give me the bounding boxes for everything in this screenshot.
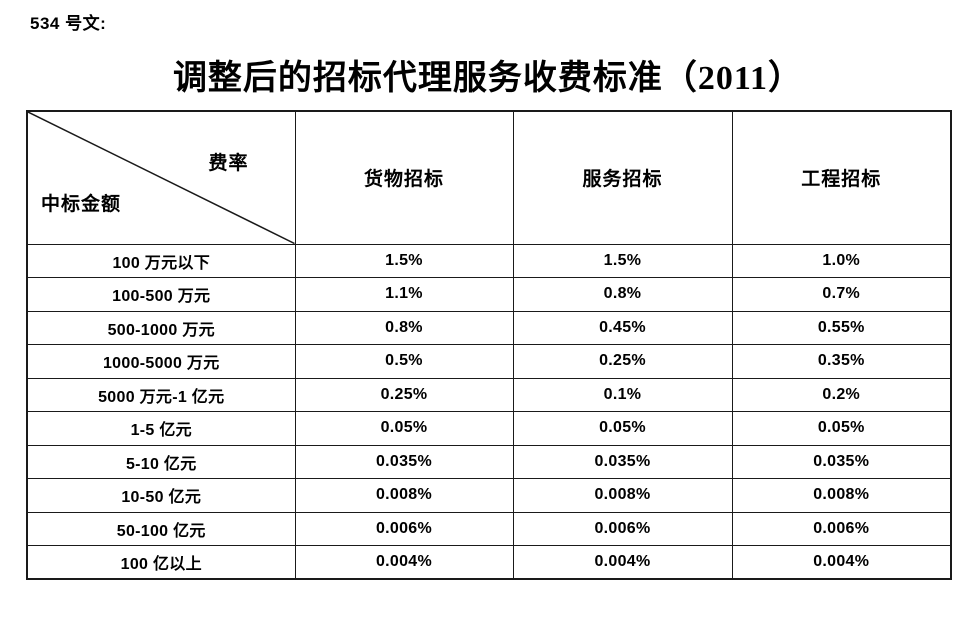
table-row: 10-50 亿元 0.008% 0.008% 0.008% xyxy=(26,478,952,513)
table-row: 5-10 亿元 0.035% 0.035% 0.035% xyxy=(26,444,952,479)
amount-cell: 100 亿以上 xyxy=(26,545,296,580)
rate-cell-service: 0.05% xyxy=(512,411,733,446)
column-header-engineering-bidding: 工程招标 xyxy=(731,110,952,245)
rate-cell-service: 0.035% xyxy=(512,444,733,479)
rate-cell-goods: 0.008% xyxy=(294,478,514,513)
rate-cell-goods: 0.25% xyxy=(294,377,514,412)
header-row: 费率 中标金额 货物招标 服务招标 工程招标 xyxy=(26,110,952,245)
rate-cell-service: 0.25% xyxy=(512,344,733,379)
amount-cell: 100 万元以下 xyxy=(26,243,296,278)
table-row: 100 亿以上 0.004% 0.004% 0.004% xyxy=(26,545,952,580)
amount-cell: 50-100 亿元 xyxy=(26,511,296,546)
diagonal-divider-line xyxy=(28,112,295,244)
amount-cell: 5-10 亿元 xyxy=(26,444,296,479)
column-header-goods-bidding: 货物招标 xyxy=(294,110,514,245)
rate-cell-goods: 0.8% xyxy=(294,310,514,345)
fee-table-header: 费率 中标金额 货物招标 服务招标 工程招标 xyxy=(26,110,952,245)
amount-cell: 1000-5000 万元 xyxy=(26,344,296,379)
rate-cell-goods: 0.05% xyxy=(294,411,514,446)
rate-cell-engineering: 0.035% xyxy=(731,444,952,479)
page-title: 调整后的招标代理服务收费标准（2011） xyxy=(172,60,804,97)
rate-cell-engineering: 0.05% xyxy=(731,411,952,446)
rate-cell-goods: 0.5% xyxy=(294,344,514,379)
rate-cell-service: 0.004% xyxy=(512,545,733,580)
rate-cell-engineering: 0.004% xyxy=(731,545,952,580)
table-row: 1000-5000 万元 0.5% 0.25% 0.35% xyxy=(26,344,952,379)
rate-cell-service: 0.8% xyxy=(512,277,733,312)
table-row: 100-500 万元 1.1% 0.8% 0.7% xyxy=(26,277,952,312)
rate-cell-engineering: 0.2% xyxy=(731,377,952,412)
rate-cell-goods: 1.5% xyxy=(294,243,514,278)
amount-cell: 1-5 亿元 xyxy=(26,411,296,446)
doc-number-label: 534 号文: xyxy=(30,14,107,33)
table-row: 500-1000 万元 0.8% 0.45% 0.55% xyxy=(26,310,952,345)
fee-table-body: 100 万元以下 1.5% 1.5% 1.0% 100-500 万元 1.1% … xyxy=(26,243,952,580)
rate-cell-goods: 0.035% xyxy=(294,444,514,479)
fee-table: 费率 中标金额 货物招标 服务招标 工程招标 100 万元以下 1.5% 1.5… xyxy=(26,110,952,580)
table-row: 1-5 亿元 0.05% 0.05% 0.05% xyxy=(26,411,952,446)
column-header-service-bidding: 服务招标 xyxy=(512,110,733,245)
rate-cell-service: 0.45% xyxy=(512,310,733,345)
table-corner-cell: 费率 中标金额 xyxy=(26,110,296,245)
corner-label-rate: 费率 xyxy=(208,153,249,174)
amount-cell: 500-1000 万元 xyxy=(26,310,296,345)
table-row: 100 万元以下 1.5% 1.5% 1.0% xyxy=(26,243,952,278)
rate-cell-service: 0.006% xyxy=(512,511,733,546)
rate-cell-engineering: 0.35% xyxy=(731,344,952,379)
table-row: 5000 万元-1 亿元 0.25% 0.1% 0.2% xyxy=(26,377,952,412)
rate-cell-engineering: 0.008% xyxy=(731,478,952,513)
table-row: 50-100 亿元 0.006% 0.006% 0.006% xyxy=(26,511,952,546)
rate-cell-service: 0.1% xyxy=(512,377,733,412)
rate-cell-engineering: 0.55% xyxy=(731,310,952,345)
amount-cell: 10-50 亿元 xyxy=(26,478,296,513)
rate-cell-service: 1.5% xyxy=(512,243,733,278)
rate-cell-engineering: 0.006% xyxy=(731,511,952,546)
amount-cell: 100-500 万元 xyxy=(26,277,296,312)
rate-cell-engineering: 1.0% xyxy=(731,243,952,278)
amount-cell: 5000 万元-1 亿元 xyxy=(26,377,296,412)
corner-label-bid-amount: 中标金额 xyxy=(41,193,122,215)
rate-cell-service: 0.008% xyxy=(512,478,733,513)
rate-cell-goods: 1.1% xyxy=(294,277,514,312)
rate-cell-goods: 0.006% xyxy=(294,511,514,546)
rate-cell-goods: 0.004% xyxy=(294,545,514,580)
rate-cell-engineering: 0.7% xyxy=(731,277,952,312)
